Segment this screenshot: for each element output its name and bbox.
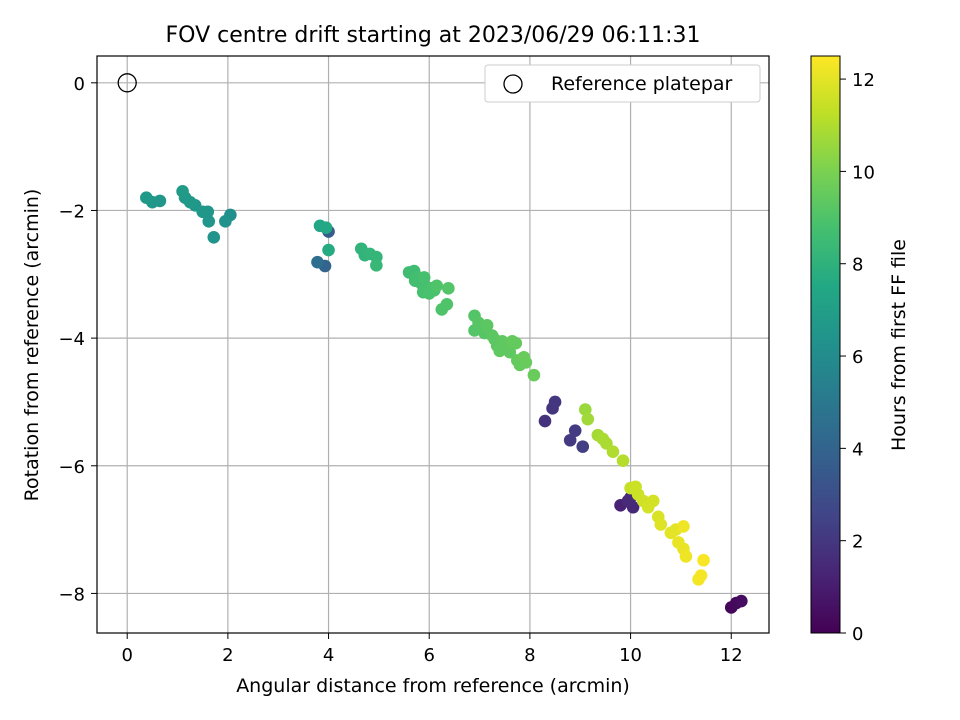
grid-lines <box>97 56 769 633</box>
data-point <box>480 319 494 332</box>
data-point <box>219 215 232 228</box>
colorbar-tick-label: 2 <box>852 532 863 553</box>
data-point <box>646 494 660 508</box>
data-point <box>697 553 710 567</box>
data-point <box>519 356 533 369</box>
reference-platepar-marker <box>117 73 137 93</box>
data-point <box>202 215 216 228</box>
x-axis-label: Angular distance from reference (arcmin) <box>236 675 630 697</box>
x-tick-label: 8 <box>524 645 535 666</box>
y-axis-ticks: 0 −2 −4 −6 −8 <box>58 74 97 605</box>
data-point <box>654 518 668 531</box>
data-point <box>581 412 595 426</box>
data-point <box>319 221 333 234</box>
data-point <box>679 550 693 563</box>
data-point <box>548 395 562 409</box>
data-point <box>621 494 635 508</box>
data-point <box>568 424 582 437</box>
colorbar-tick-label: 10 <box>852 162 875 183</box>
data-point <box>677 520 690 533</box>
x-tick-label: 10 <box>619 645 642 666</box>
data-point <box>322 243 335 257</box>
x-tick-label: 0 <box>121 645 132 666</box>
x-tick-label: 6 <box>423 645 434 666</box>
y-tick-label: −4 <box>58 329 85 350</box>
chart-title: FOV centre drift starting at 2023/06/29 … <box>166 23 701 48</box>
data-point <box>503 345 517 359</box>
y-tick-label: 0 <box>74 74 85 95</box>
data-point <box>606 445 620 459</box>
data-point <box>509 336 523 350</box>
data-point <box>578 403 592 416</box>
legend-box <box>484 64 761 103</box>
y-tick-label: −6 <box>58 457 85 478</box>
x-axis-ticks: 0 2 4 6 8 10 12 <box>121 633 743 666</box>
data-point <box>735 594 748 608</box>
data-point <box>527 368 541 382</box>
data-point <box>563 433 577 447</box>
data-point <box>440 297 454 311</box>
data-point <box>576 440 590 453</box>
colorbar-tick-label: 0 <box>852 624 863 645</box>
data-point <box>207 230 221 244</box>
data-points <box>117 73 748 614</box>
data-point <box>442 282 455 295</box>
legend-label-reference: Reference platepar <box>551 73 733 95</box>
data-point <box>370 259 383 272</box>
x-tick-label: 12 <box>720 645 743 666</box>
colorbar-tick-label: 8 <box>852 255 863 276</box>
colorbar <box>810 55 841 634</box>
legend-marker-reference <box>503 74 523 94</box>
data-point <box>616 454 630 467</box>
data-point <box>430 279 444 293</box>
x-tick-label: 4 <box>323 645 334 666</box>
x-tick-label: 2 <box>222 645 233 666</box>
data-point <box>694 569 708 582</box>
data-point <box>311 255 324 269</box>
data-point <box>176 185 189 198</box>
colorbar-tick-label: 4 <box>852 439 863 460</box>
y-tick-label: −2 <box>58 201 85 222</box>
data-point <box>538 414 552 428</box>
colorbar-tick-label: 6 <box>852 347 863 368</box>
data-point <box>140 191 153 204</box>
y-axis-label: Rotation from reference (arcmin) <box>21 189 43 502</box>
y-tick-label: −8 <box>58 584 85 605</box>
colorbar-label: Hours from first FF file <box>888 239 910 451</box>
colorbar-ticks: 0 2 4 6 8 10 12 <box>840 70 875 645</box>
legend: Reference platepar <box>484 64 761 103</box>
colorbar-tick-label: 12 <box>852 70 875 91</box>
plot-frame <box>96 55 770 634</box>
data-point <box>417 271 431 284</box>
